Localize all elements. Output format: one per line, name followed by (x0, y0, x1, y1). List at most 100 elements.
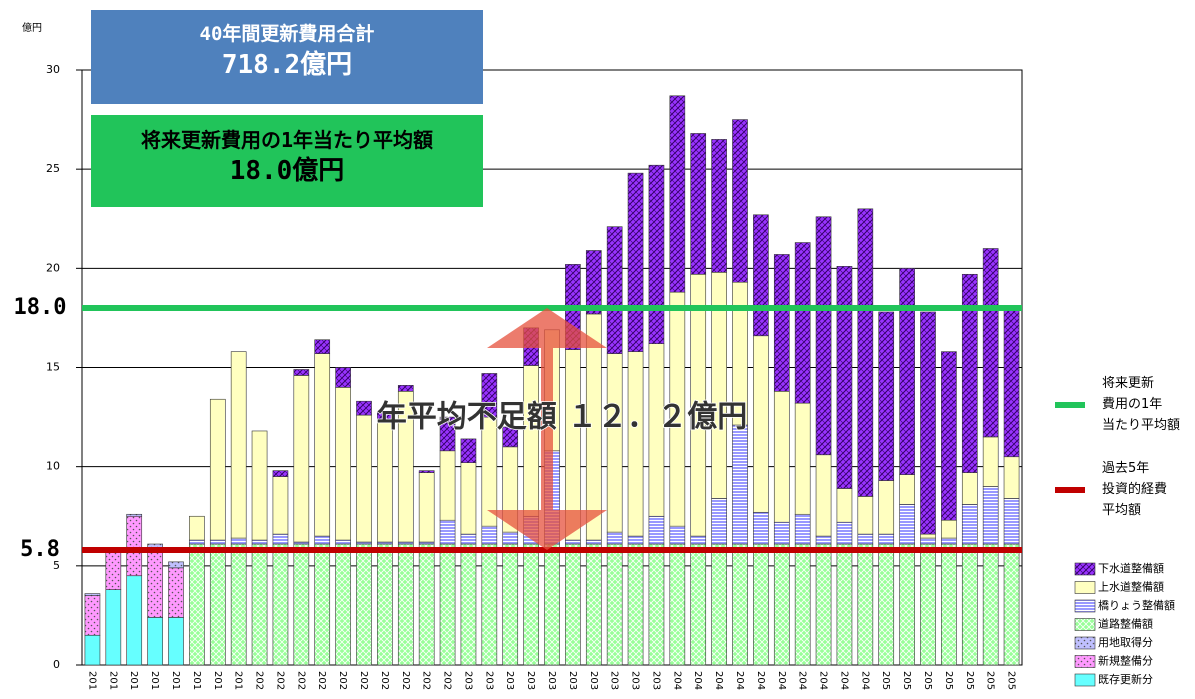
legend-swatch (1074, 599, 1096, 613)
info-box: 将来更新費用の1年当たり平均額 18.0億円 (91, 115, 483, 207)
bar-segment (794, 402, 811, 515)
x-tick-label: 204 (671, 671, 682, 690)
x-tick-label: 204 (713, 671, 724, 690)
bar-segment (230, 543, 247, 666)
bar-segment (920, 543, 936, 666)
bar-segment (857, 543, 874, 666)
bar-segment (356, 414, 372, 543)
bar-segment (335, 539, 351, 545)
bar-segment (293, 375, 310, 543)
x-tick-label: 203 (650, 671, 661, 690)
bar-segment (209, 398, 226, 541)
bar-segment (168, 617, 184, 666)
x-tick-label: 203 (462, 671, 473, 690)
reference-legend-text: 過去5年 投資的経費 平均額 (1102, 458, 1167, 521)
bar-segment (941, 351, 957, 521)
x-tick-label: 202 (295, 671, 306, 690)
bar-segment (565, 539, 581, 545)
legend-swatch (1074, 636, 1096, 650)
bar-segment (189, 543, 205, 666)
bar-segment (439, 416, 456, 452)
bar-segment (397, 543, 414, 666)
bar-segment (356, 543, 372, 666)
bar-segment (168, 567, 184, 618)
bar-segment (335, 367, 351, 388)
bar-segment (732, 119, 748, 283)
bar-segment (753, 335, 769, 513)
bar-segment (711, 139, 727, 273)
x-tick-label: 205 (922, 671, 933, 690)
x-tick-label: 202 (337, 671, 348, 690)
x-tick-label: 205 (943, 671, 954, 690)
bar-segment (314, 543, 331, 666)
x-tick-label: 201 (128, 671, 139, 690)
bar-segment (251, 539, 268, 545)
bar-segment (690, 535, 707, 545)
bar-segment (753, 511, 769, 545)
x-tick-label: 203 (609, 671, 620, 690)
bar-segment (627, 543, 644, 666)
x-tick-label: 203 (483, 671, 494, 690)
bar-segment (732, 543, 748, 666)
x-tick-label: 203 (630, 671, 641, 690)
bar-segment (84, 634, 101, 666)
x-tick-label: 203 (588, 671, 599, 690)
bar-segment (84, 595, 101, 636)
bar-segment (460, 533, 477, 545)
y-tick-label: 25 (46, 162, 60, 175)
bar-segment (585, 543, 602, 666)
bar-segment (690, 133, 707, 275)
bar-segment (815, 535, 832, 545)
x-tick-label: 201 (107, 671, 118, 690)
reference-label: 5.8 (20, 537, 60, 562)
bar-segment (481, 525, 498, 545)
bar-segment (126, 513, 143, 517)
bar-segment (920, 533, 936, 539)
bar-segment (565, 543, 581, 666)
bar-segment (773, 521, 790, 545)
bar-segment (272, 543, 289, 666)
bar-segment (126, 515, 143, 577)
bar-segment (230, 351, 247, 539)
legend-swatch (1074, 581, 1096, 594)
bar-segment (857, 533, 874, 545)
x-tick-label: 204 (797, 671, 808, 690)
bar-segment (606, 531, 623, 545)
bar-segment (669, 543, 686, 666)
bar-segment (711, 543, 727, 666)
bar-segment (189, 539, 205, 545)
bar-segment (899, 504, 915, 545)
bar-segment (168, 561, 184, 569)
bar-segment (920, 311, 936, 535)
bar-segment (126, 575, 143, 666)
x-tick-label: 201 (212, 671, 223, 690)
bar-segment (418, 470, 435, 473)
bar-segment (230, 537, 247, 545)
bar-segment (439, 450, 456, 521)
bar-segment (272, 470, 289, 477)
y-tick-label: 0 (53, 658, 60, 671)
y-tick-label: 15 (46, 361, 60, 374)
bar-segment (523, 365, 539, 517)
x-tick-label: 205 (901, 671, 912, 690)
x-tick-label: 201 (149, 671, 160, 690)
x-tick-label: 202 (254, 671, 265, 690)
bar-segment (84, 593, 101, 596)
bar-segment (836, 543, 853, 666)
bar-segment (460, 438, 477, 463)
x-tick-label: 202 (316, 671, 327, 690)
bar-segment (899, 268, 915, 475)
bar-segment (272, 533, 289, 545)
bar-segment (251, 430, 268, 541)
reference-legend-text: 将来更新 費用の1年 当たり平均額 (1102, 373, 1180, 436)
bar-segment (377, 410, 393, 420)
reference-legend-line: 投資的経費 (1102, 482, 1168, 497)
x-tick-label: 204 (818, 671, 829, 690)
bar-segment (794, 513, 811, 545)
bar-segment (941, 519, 957, 539)
bar-segment (773, 543, 790, 666)
x-tick-label: 205 (1006, 671, 1017, 690)
x-tick-label: 203 (525, 671, 536, 690)
x-tick-label: 202 (421, 671, 432, 690)
